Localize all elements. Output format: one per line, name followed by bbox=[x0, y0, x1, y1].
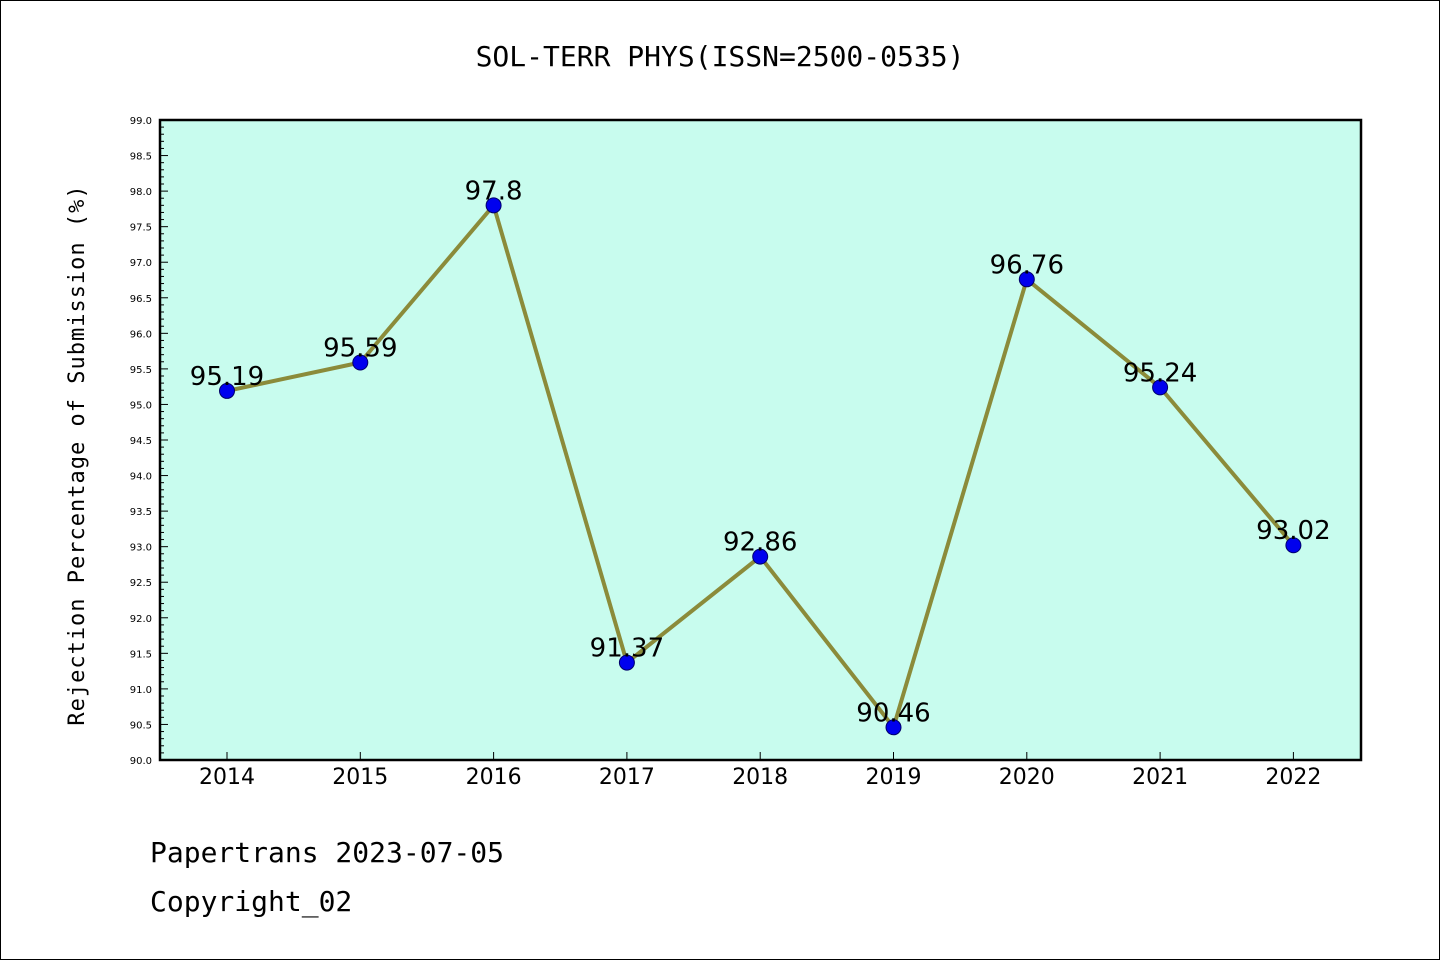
plot-area bbox=[160, 120, 1361, 760]
data-label: 93.02 bbox=[1256, 516, 1330, 546]
x-tick-label: 2014 bbox=[199, 765, 255, 790]
y-tick-label: 95.5 bbox=[130, 365, 152, 376]
y-tick-label: 91.0 bbox=[130, 685, 152, 696]
line-chart: SOL-TERR PHYS(ISSN=2500-0535) Rejection … bbox=[0, 0, 1440, 960]
footer-copyright: Copyright_02 bbox=[150, 885, 352, 918]
x-tick-label: 2017 bbox=[599, 765, 655, 790]
y-axis-label: Rejection Percentage of Submission (%) bbox=[65, 184, 90, 725]
y-tick-label: 92.0 bbox=[130, 614, 152, 625]
y-tick-label: 99.0 bbox=[130, 116, 152, 127]
footer-source: Papertrans 2023-07-05 bbox=[150, 836, 504, 869]
y-tick-label: 98.0 bbox=[130, 187, 152, 198]
data-label: 92.86 bbox=[723, 528, 797, 558]
x-tick-label: 2022 bbox=[1265, 765, 1321, 790]
x-tick-label: 2020 bbox=[999, 765, 1055, 790]
y-tick-label: 96.5 bbox=[130, 294, 152, 305]
y-tick-label: 92.5 bbox=[130, 578, 152, 589]
data-label: 91.37 bbox=[590, 634, 664, 664]
x-tick-label: 2016 bbox=[466, 765, 522, 790]
data-label: 90.46 bbox=[856, 698, 930, 728]
data-label: 95.24 bbox=[1123, 358, 1197, 388]
y-tick-label: 93.0 bbox=[130, 543, 152, 554]
y-tick-label: 94.5 bbox=[130, 436, 152, 447]
y-tick-label: 93.5 bbox=[130, 507, 152, 518]
y-tick-label: 94.0 bbox=[130, 472, 152, 483]
y-tick-label: 90.0 bbox=[130, 756, 152, 767]
data-label: 95.59 bbox=[323, 333, 397, 363]
y-tick-label: 97.0 bbox=[130, 258, 152, 269]
y-tick-label: 95.0 bbox=[130, 400, 152, 411]
chart-title: SOL-TERR PHYS(ISSN=2500-0535) bbox=[476, 40, 965, 73]
x-tick-label: 2015 bbox=[332, 765, 388, 790]
y-tick-label: 90.5 bbox=[130, 720, 152, 731]
data-label: 95.19 bbox=[190, 362, 264, 392]
y-tick-label: 97.5 bbox=[130, 223, 152, 234]
x-tick-label: 2021 bbox=[1132, 765, 1188, 790]
y-tick-label: 96.0 bbox=[130, 329, 152, 340]
x-tick-label: 2019 bbox=[866, 765, 922, 790]
y-tick-label: 91.5 bbox=[130, 649, 152, 660]
y-tick-label: 98.5 bbox=[130, 152, 152, 163]
x-tick-label: 2018 bbox=[732, 765, 788, 790]
data-label: 97.8 bbox=[465, 176, 523, 206]
data-label: 96.76 bbox=[990, 250, 1064, 280]
